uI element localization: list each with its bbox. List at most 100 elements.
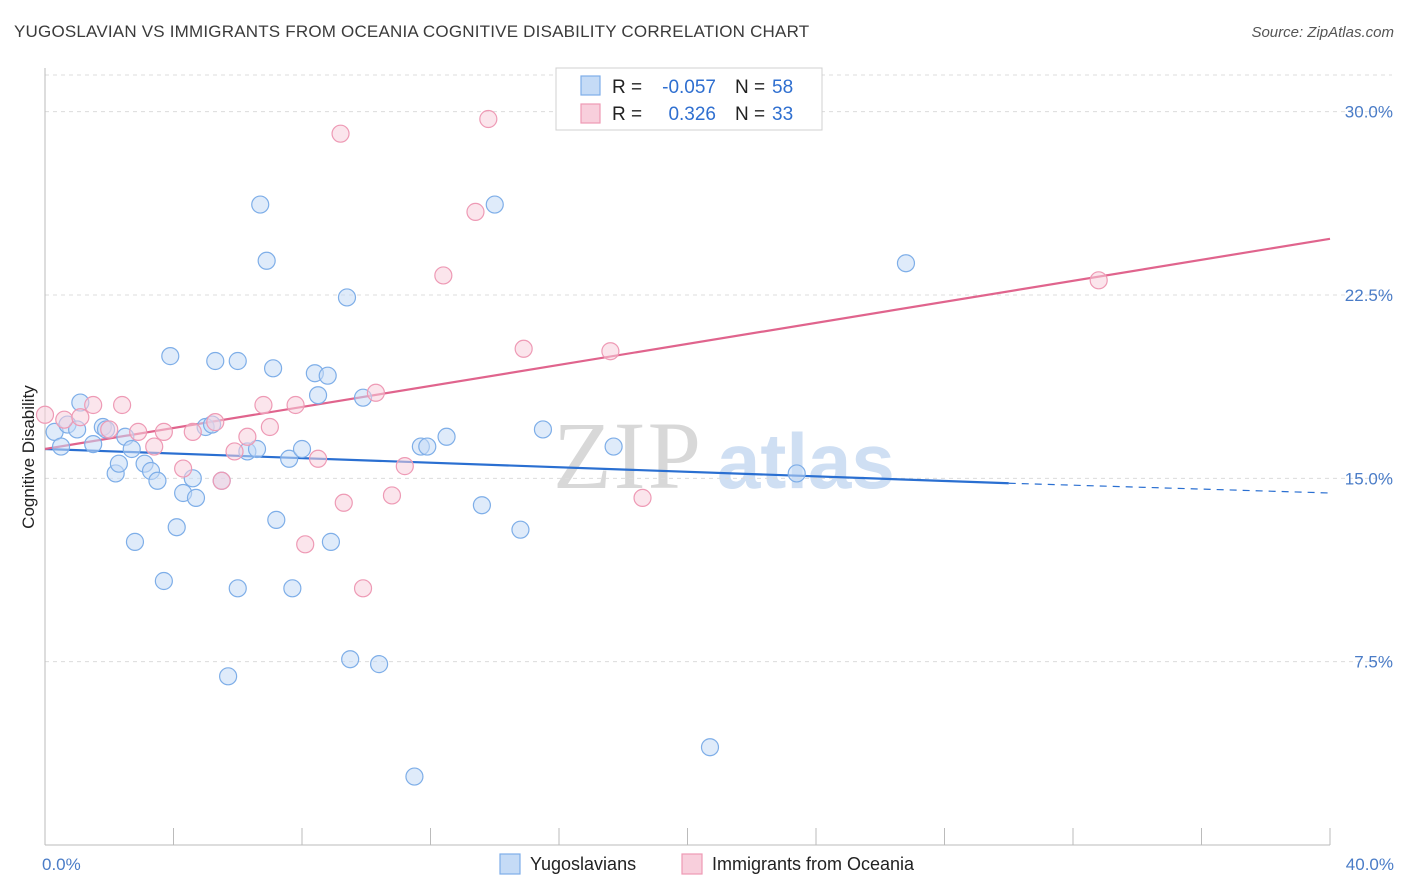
trend-line-oceania [44, 237, 1331, 451]
point-oceania [129, 422, 148, 441]
point-yugoslavians [267, 510, 286, 529]
point-yugoslavians [341, 650, 360, 669]
trend-line-yugoslavians [44, 447, 1009, 485]
point-oceania [296, 535, 315, 554]
point-yugoslavians [292, 439, 312, 459]
point-yugoslavians [604, 437, 623, 456]
point-yugoslavians [405, 767, 424, 786]
point-yugoslavians [206, 351, 225, 371]
point-oceania [254, 395, 273, 415]
legend-n-label-2: N = [735, 104, 765, 125]
point-oceania [183, 422, 202, 441]
axes [44, 68, 1331, 846]
point-oceania [225, 442, 244, 461]
y-tick-label: 22.5% [1345, 286, 1393, 305]
point-oceania [466, 202, 485, 221]
point-yugoslavians [167, 518, 186, 537]
y-tick-label: 30.0% [1345, 103, 1393, 122]
point-yugoslavians [370, 655, 389, 674]
data-points [35, 109, 1108, 786]
point-oceania [334, 493, 353, 512]
point-oceania [366, 383, 385, 402]
legend-swatch-oceania [580, 103, 601, 124]
point-yugoslavians [186, 488, 206, 507]
point-yugoslavians [251, 195, 270, 214]
point-yugoslavians [219, 667, 238, 686]
point-oceania [260, 417, 279, 437]
y-tick-label: 15.0% [1345, 469, 1393, 488]
point-oceania [100, 420, 119, 439]
bottom-legend-swatch-yugoslavians [499, 853, 521, 875]
point-oceania [35, 405, 55, 424]
point-yugoslavians [337, 288, 357, 307]
legend-r-label-2: R = [612, 104, 642, 125]
point-yugoslavians [109, 454, 128, 473]
point-oceania [84, 395, 103, 415]
point-oceania [601, 342, 620, 361]
point-oceania [206, 413, 225, 432]
legend-n-value-1: 58 [772, 77, 793, 98]
y-tick-labels: 7.5% 15.0% 22.5% 30.0% [1345, 103, 1393, 672]
bottom-legend-label-oceania: Immigrants from Oceania [712, 854, 915, 874]
point-yugoslavians [283, 579, 302, 598]
point-yugoslavians [161, 347, 180, 366]
point-oceania [331, 124, 350, 143]
point-yugoslavians [148, 471, 167, 490]
x-tick-label-max: 40.0% [1346, 855, 1394, 874]
watermark-zip: ZIP [553, 402, 703, 509]
point-yugoslavians [308, 386, 328, 405]
point-oceania [382, 486, 402, 505]
point-oceania [1089, 271, 1108, 290]
point-oceania [286, 395, 305, 415]
bottom-legend-label-yugoslavians: Yugoslavians [530, 854, 636, 874]
legend-r-value-2: 0.326 [668, 104, 716, 125]
point-oceania [174, 459, 193, 478]
point-yugoslavians [51, 437, 71, 456]
chart-title: YUGOSLAVIAN VS IMMIGRANTS FROM OCEANIA C… [14, 22, 810, 41]
point-yugoslavians [257, 251, 276, 270]
point-yugoslavians [247, 439, 267, 459]
point-yugoslavians [228, 579, 247, 598]
point-oceania [434, 266, 453, 285]
legend-n-value-2: 33 [772, 104, 793, 125]
point-oceania [514, 339, 533, 358]
point-oceania [154, 422, 173, 441]
chart-source: Source: ZipAtlas.com [1251, 24, 1394, 41]
point-oceania [395, 457, 414, 476]
bottom-legend: Yugoslavians Immigrants from Oceania [499, 853, 915, 875]
point-yugoslavians [263, 359, 283, 378]
point-yugoslavians [418, 437, 437, 456]
trend-line-yugoslavians-extension [1008, 482, 1331, 494]
point-yugoslavians [787, 464, 806, 483]
point-yugoslavians [533, 420, 553, 439]
point-yugoslavians [321, 532, 341, 551]
top-legend: R = -0.057 N = 58 R = 0.326 N = 33 [555, 67, 823, 131]
gridlines [45, 74, 1392, 663]
point-oceania [71, 408, 90, 427]
trend-lines [44, 237, 1331, 494]
legend-r-label-1: R = [612, 77, 642, 98]
point-yugoslavians [896, 254, 916, 273]
point-oceania [353, 579, 373, 598]
point-oceania [212, 471, 231, 490]
y-tick-label: 7.5% [1354, 653, 1393, 672]
point-oceania [112, 395, 132, 415]
point-oceania [308, 449, 328, 468]
point-yugoslavians [700, 738, 720, 757]
legend-swatch-yugoslavians [580, 75, 601, 96]
point-oceania [238, 427, 257, 446]
x-tick-label-min: 0.0% [42, 855, 81, 874]
point-yugoslavians [122, 439, 141, 459]
legend-r-value-1: -0.057 [662, 77, 716, 98]
point-yugoslavians [511, 520, 530, 539]
point-yugoslavians [84, 435, 103, 454]
y-axis-label: Cognitive Disability [19, 385, 38, 529]
point-yugoslavians [125, 532, 145, 551]
watermark-atlas: atlas [717, 417, 895, 505]
point-yugoslavians [485, 195, 504, 214]
legend-n-label-1: N = [735, 77, 765, 98]
point-yugoslavians [280, 449, 299, 468]
point-oceania [633, 488, 652, 507]
point-yugoslavians [472, 496, 491, 515]
